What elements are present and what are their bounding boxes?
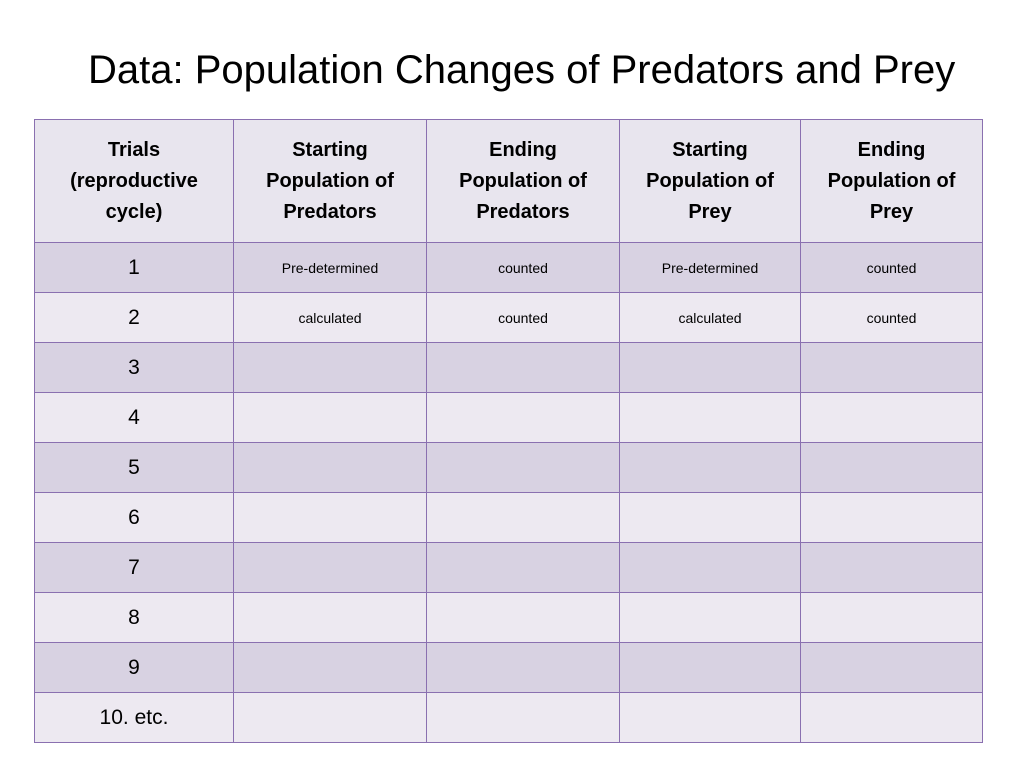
trial-cell: 9 bbox=[34, 642, 234, 693]
table-cell bbox=[619, 592, 801, 643]
table-cell: Pre-determined bbox=[233, 242, 427, 293]
table-cell bbox=[233, 392, 427, 443]
table-row: 9 bbox=[34, 642, 983, 693]
table-cell bbox=[233, 342, 427, 393]
header-line: Population of bbox=[827, 169, 956, 192]
header-line: Predators bbox=[283, 200, 377, 223]
table-cell: Pre-determined bbox=[619, 242, 801, 293]
table-cell: counted bbox=[800, 242, 983, 293]
trial-cell: 1 bbox=[34, 242, 234, 293]
header-line: Population of bbox=[459, 169, 587, 192]
table-cell bbox=[619, 392, 801, 443]
table-cell: calculated bbox=[233, 292, 427, 343]
trial-cell: 2 bbox=[34, 292, 234, 343]
table-row: 2 calculated counted calculated counted bbox=[34, 292, 983, 343]
trial-cell: 5 bbox=[34, 442, 234, 493]
table-cell bbox=[233, 492, 427, 543]
header-starting-predators: Starting Population of Predators bbox=[233, 119, 427, 243]
table-cell bbox=[426, 592, 620, 643]
trial-cell: 7 bbox=[34, 542, 234, 593]
table-cell bbox=[800, 442, 983, 493]
header-line: Ending bbox=[489, 138, 557, 161]
table-cell bbox=[233, 442, 427, 493]
table-cell bbox=[619, 342, 801, 393]
table-cell: calculated bbox=[619, 292, 801, 343]
header-line: Starting bbox=[292, 138, 368, 161]
table-cell bbox=[800, 342, 983, 393]
table-row: 10. etc. bbox=[34, 692, 983, 743]
table-cell bbox=[619, 642, 801, 693]
table-row: 8 bbox=[34, 592, 983, 643]
header-line: Starting bbox=[672, 138, 748, 161]
data-table: Trials (reproductive cycle) Starting Pop… bbox=[34, 119, 983, 743]
table-cell: counted bbox=[426, 292, 620, 343]
table-cell bbox=[800, 542, 983, 593]
table-cell bbox=[426, 392, 620, 443]
table-row: 5 bbox=[34, 442, 983, 493]
table-row: 1 Pre-determined counted Pre-determined … bbox=[34, 242, 983, 293]
header-ending-predators: Ending Population of Predators bbox=[426, 119, 620, 243]
table-cell bbox=[426, 692, 620, 743]
header-ending-prey: Ending Population of Prey bbox=[800, 119, 983, 243]
trial-cell: 10. etc. bbox=[34, 692, 234, 743]
table-cell: counted bbox=[800, 292, 983, 343]
table-cell bbox=[426, 542, 620, 593]
header-starting-prey: Starting Population of Prey bbox=[619, 119, 801, 243]
table-cell bbox=[426, 642, 620, 693]
header-line: Trials bbox=[107, 138, 161, 161]
table-cell bbox=[233, 692, 427, 743]
table-cell bbox=[800, 392, 983, 443]
table-cell bbox=[800, 592, 983, 643]
header-line: Ending bbox=[857, 138, 926, 161]
table-cell bbox=[426, 492, 620, 543]
table-cell bbox=[619, 442, 801, 493]
table-row: 4 bbox=[34, 392, 983, 443]
table-cell bbox=[233, 642, 427, 693]
table-row: 3 bbox=[34, 342, 983, 393]
table-row: 7 bbox=[34, 542, 983, 593]
header-line: Prey bbox=[688, 200, 732, 223]
table-cell bbox=[233, 542, 427, 593]
header-line: Population of bbox=[646, 169, 774, 192]
trial-cell: 6 bbox=[34, 492, 234, 543]
table-cell bbox=[426, 342, 620, 393]
slide-title: Data: Population Changes of Predators an… bbox=[88, 48, 956, 92]
header-row: Trials (reproductive cycle) Starting Pop… bbox=[34, 119, 983, 243]
header-line: Population of bbox=[266, 169, 394, 192]
table-cell: counted bbox=[426, 242, 620, 293]
trial-cell: 4 bbox=[34, 392, 234, 443]
table-row: 6 bbox=[34, 492, 983, 543]
table-cell bbox=[619, 692, 801, 743]
header-line: cycle) bbox=[105, 200, 163, 223]
table-cell bbox=[619, 542, 801, 593]
table-cell bbox=[619, 492, 801, 543]
header-line: (reproductive bbox=[70, 169, 198, 192]
table-cell bbox=[800, 642, 983, 693]
table-cell bbox=[800, 492, 983, 543]
table-cell bbox=[233, 592, 427, 643]
table-cell bbox=[426, 442, 620, 493]
trial-cell: 8 bbox=[34, 592, 234, 643]
header-trials: Trials (reproductive cycle) bbox=[34, 119, 234, 243]
trial-cell: 3 bbox=[34, 342, 234, 393]
header-line: Prey bbox=[869, 200, 914, 223]
header-line: Predators bbox=[476, 200, 570, 223]
table-cell bbox=[800, 692, 983, 743]
